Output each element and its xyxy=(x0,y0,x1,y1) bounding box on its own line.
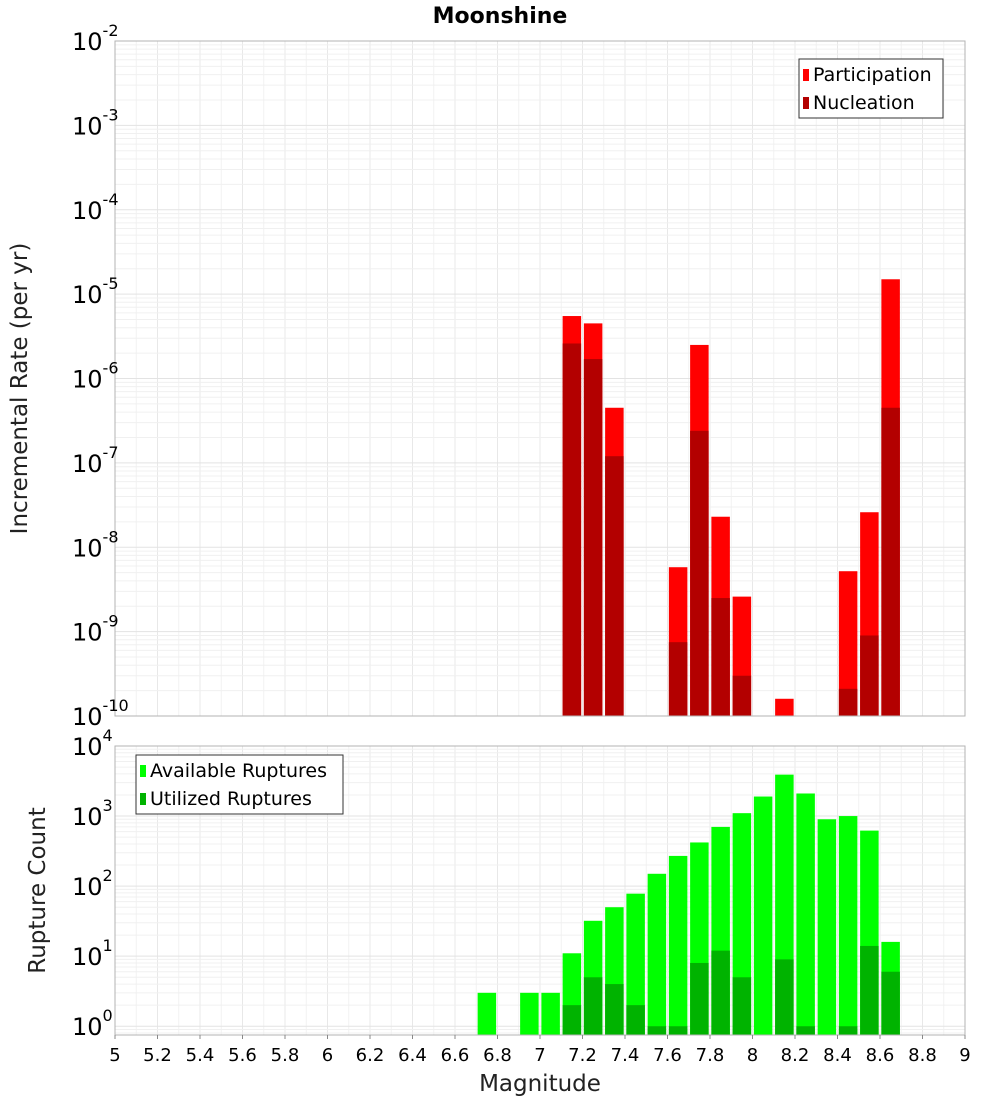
bottom-bar-utilized-ruptures xyxy=(690,962,709,1035)
bottom-bar-available-ruptures xyxy=(541,992,560,1035)
x-tick-label: 7.2 xyxy=(568,1045,597,1066)
bottom-bar-available-ruptures xyxy=(753,796,773,1035)
x-tick-label: 8.4 xyxy=(823,1045,852,1066)
top-bar-nucleation xyxy=(583,359,603,716)
bottom-y-tick-label: 102 xyxy=(72,866,113,901)
top-y-tick-label: 10-5 xyxy=(72,274,119,309)
top-y-tick-label: 10-7 xyxy=(72,443,119,478)
chart-title: Moonshine xyxy=(433,4,568,29)
bottom-bar-utilized-ruptures xyxy=(711,950,730,1035)
x-tick-label: 5.4 xyxy=(186,1045,215,1066)
top-bar-nucleation xyxy=(562,343,582,716)
bottom-bar-available-ruptures xyxy=(626,893,645,1035)
top-bar-nucleation xyxy=(860,635,879,716)
bottom-bar-utilized-ruptures xyxy=(605,984,624,1035)
bottom-bar-available-ruptures xyxy=(668,855,688,1035)
bottom-bar-utilized-ruptures xyxy=(860,945,879,1035)
bottom-y-ticks: 100 101 102 103 104 xyxy=(72,726,113,1041)
top-y-tick-label: 10-4 xyxy=(72,190,119,225)
bottom-y-tick-label: 101 xyxy=(72,936,113,971)
top-bar-participation xyxy=(838,571,858,716)
bottom-bar-utilized-ruptures xyxy=(647,1026,667,1035)
bottom-bar-available-ruptures xyxy=(817,819,837,1035)
top-legend: Participation Nucleation xyxy=(798,58,944,119)
top-bar-nucleation xyxy=(668,642,688,716)
x-tick-label: 5 xyxy=(109,1045,120,1066)
bottom-legend-box xyxy=(135,754,344,815)
top-y-axis-label: Incremental Rate (per yr) xyxy=(7,243,33,535)
bottom-bars xyxy=(477,774,900,1035)
bottom-bar-utilized-ruptures xyxy=(626,1005,645,1035)
bottom-bar-utilized-ruptures xyxy=(583,977,603,1035)
top-plot-frame xyxy=(114,40,966,717)
top-y-ticks: 10-10 10-9 10-8 10-7 10-6 10-5 10-4 10-3 10-2 xyxy=(72,21,129,731)
x-tick-label: 8.2 xyxy=(781,1045,810,1066)
top-y-tick-label: 10-6 xyxy=(72,359,119,394)
bottom-bar-available-ruptures xyxy=(796,793,815,1035)
top-y-tick-label: 10-3 xyxy=(72,105,119,140)
x-tick-label: 6.4 xyxy=(398,1045,427,1066)
top-legend-label: Participation xyxy=(813,64,932,86)
x-tick-label: 8.6 xyxy=(866,1045,895,1066)
x-ticks: 5 5.2 5.4 5.6 5.8 6 6.2 6.4 6.6 6.8 7 7.2 7.4 7.6 7.8 8… xyxy=(109,1035,971,1066)
x-tick-label: 6.6 xyxy=(441,1045,470,1066)
bottom-bar-utilized-ruptures xyxy=(838,1026,858,1035)
bottom-legend-label: Available Ruptures xyxy=(150,760,327,782)
bottom-bar-utilized-ruptures xyxy=(775,959,794,1035)
top-bar-nucleation xyxy=(732,675,752,716)
bottom-bar-available-ruptures xyxy=(838,816,858,1035)
top-y-tick-label: 10-8 xyxy=(72,527,119,562)
bottom-y-tick-label: 100 xyxy=(72,1006,113,1041)
x-tick-label: 7.4 xyxy=(611,1045,640,1066)
top-bar-nucleation xyxy=(690,430,709,716)
x-tick-label: 5.6 xyxy=(228,1045,257,1066)
top-bar-nucleation xyxy=(711,598,730,716)
bottom-bar-utilized-ruptures xyxy=(796,1026,815,1035)
top-bar-nucleation xyxy=(838,688,858,716)
top-y-tick-label: 10-9 xyxy=(72,612,119,647)
bottom-legend-label: Utilized Ruptures xyxy=(150,788,312,810)
x-tick-label: 7.6 xyxy=(653,1045,682,1066)
bottom-y-tick-label: 103 xyxy=(72,796,113,831)
x-tick-label: 6.2 xyxy=(356,1045,385,1066)
x-tick-label: 8.8 xyxy=(908,1045,937,1066)
x-tick-label: 7 xyxy=(534,1045,545,1066)
top-bar-nucleation xyxy=(881,407,900,716)
top-y-tick-label: 10-10 xyxy=(72,696,129,731)
bottom-legend-swatch xyxy=(140,765,146,777)
x-tick-label: 8 xyxy=(747,1045,758,1066)
top-legend-swatch xyxy=(803,69,809,81)
bottom-y-tick-label: 104 xyxy=(72,726,113,761)
top-grid xyxy=(114,40,966,717)
top-y-tick-label: 10-2 xyxy=(72,21,119,56)
bottom-bar-available-ruptures xyxy=(477,992,497,1035)
top-legend-box xyxy=(798,58,944,119)
bottom-bar-available-ruptures xyxy=(520,992,539,1035)
top-bar-nucleation xyxy=(605,456,624,716)
x-tick-label: 6 xyxy=(322,1045,333,1066)
top-bar-participation xyxy=(775,698,794,716)
bottom-bar-utilized-ruptures xyxy=(881,971,900,1035)
bottom-bar-utilized-ruptures xyxy=(668,1026,688,1035)
bottom-legend: Available Ruptures Utilized Ruptures xyxy=(135,754,344,815)
bottom-y-axis-label: Rupture Count xyxy=(25,807,51,973)
x-tick-label: 6.8 xyxy=(483,1045,512,1066)
top-legend-swatch xyxy=(803,97,809,109)
bottom-bar-utilized-ruptures xyxy=(562,1005,582,1035)
bottom-bar-utilized-ruptures xyxy=(732,977,752,1035)
top-legend-label: Nucleation xyxy=(813,92,915,114)
bottom-bar-available-ruptures xyxy=(647,873,667,1035)
x-tick-label: 9 xyxy=(959,1045,970,1066)
x-tick-label: 7.8 xyxy=(696,1045,725,1066)
bottom-legend-swatch xyxy=(140,793,146,805)
x-axis-label: Magnitude xyxy=(479,1071,601,1097)
x-tick-label: 5.8 xyxy=(271,1045,300,1066)
x-tick-label: 5.2 xyxy=(143,1045,172,1066)
top-bars xyxy=(562,279,900,716)
